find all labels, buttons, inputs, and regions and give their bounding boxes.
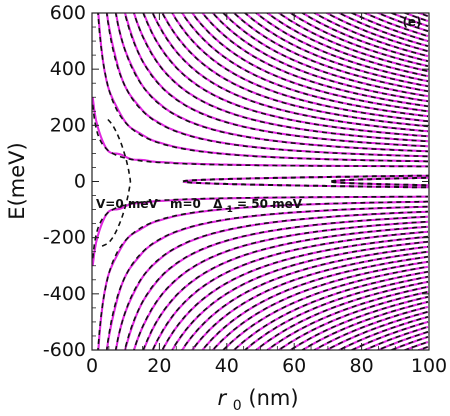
- axis-ticks: [91, 12, 430, 351]
- y-axis-title: E(meV): [5, 142, 29, 219]
- energy-level-dashed: [105, 205, 429, 350]
- energy-level-dashed: [376, 331, 429, 350]
- x-tick-label: 100: [411, 355, 447, 377]
- energy-level-dashed: [123, 13, 429, 148]
- energy-level-dashed: [151, 230, 429, 350]
- energy-level-dashed: [201, 255, 429, 350]
- y-tick-label: -400: [43, 283, 86, 305]
- energy-level-dashed: [337, 13, 429, 47]
- energy-level-dashed: [265, 13, 429, 78]
- y-tick-label: 600: [50, 2, 86, 24]
- y-tick-label: -200: [43, 227, 86, 249]
- energy-level-solid: [349, 13, 429, 43]
- energy-level-dashed: [181, 13, 429, 118]
- energy-level-dashed: [161, 13, 429, 128]
- energy-level-dashed: [97, 13, 428, 163]
- energy-level-dashed: [402, 13, 429, 22]
- energy-level-dashed: [201, 13, 429, 108]
- energy-level-solid: [349, 320, 429, 350]
- energy-level-dashed: [232, 13, 429, 93]
- energy-level-dashed: [171, 13, 429, 123]
- energy-level-dashed: [389, 13, 429, 27]
- low-r-arc: [101, 118, 132, 247]
- energy-level-dashed: [191, 13, 429, 113]
- energy-level-dashed: [337, 316, 429, 350]
- annotation-m: m=0: [170, 197, 201, 211]
- energy-level-dashed: [181, 245, 429, 350]
- plot-area: [92, 13, 429, 350]
- energy-level-dashed: [151, 13, 429, 133]
- energy-level-dashed: [402, 341, 429, 350]
- annotation-delta: Δ: [213, 197, 223, 211]
- energy-level-solid: [211, 13, 429, 103]
- energy-level-dashed: [300, 13, 429, 62]
- energy-level-dashed: [265, 285, 429, 350]
- energy-level-dashed: [376, 13, 429, 32]
- x-axis-unit: (nm): [248, 386, 298, 410]
- axis-tick-labels: 0 20 40 60 80 100 -600 -400 -200 0 200 400 600: [43, 2, 447, 377]
- energy-level-dashed: [389, 336, 429, 350]
- energy-level-dashed: [243, 275, 429, 350]
- energy-level-dashed: [362, 326, 429, 350]
- x-tick-label: 80: [350, 355, 374, 377]
- energy-level-dashed: [277, 13, 429, 72]
- energy-level-dashed: [300, 301, 429, 350]
- energy-level-dashed: [171, 240, 429, 350]
- energy-level-solid: [312, 13, 429, 58]
- energy-level-dashed: [142, 225, 429, 350]
- energy-level-solid: [312, 305, 429, 350]
- energy-level-dashed: [325, 311, 429, 350]
- energy-level-dashed: [288, 13, 429, 67]
- energy-level-dashed: [97, 200, 428, 350]
- energy-level-dashed: [362, 13, 429, 37]
- x-axis-symbol: r: [217, 386, 227, 410]
- energy-level-dashed: [161, 235, 429, 350]
- gap-edge-loop: [182, 174, 429, 189]
- energy-level-dashed: [254, 280, 429, 350]
- energy-level-dashed: [325, 13, 429, 52]
- energy-level-dashed: [254, 13, 429, 83]
- annotation-delta-subscript: 1: [227, 205, 233, 215]
- x-tick-label: 60: [282, 355, 306, 377]
- annotation-delta-value: = 50 meV: [237, 197, 303, 211]
- energy-level-dashed: [288, 296, 429, 350]
- energy-level-dashed: [277, 291, 429, 350]
- energy-level-dashed: [243, 13, 429, 88]
- x-axis-title: r 0 (nm): [217, 386, 298, 415]
- annotation-v: V=0 meV: [96, 197, 159, 211]
- energy-level-dashed: [232, 270, 429, 350]
- panel-label: (e): [402, 15, 421, 29]
- energy-level-dashed: [191, 250, 429, 350]
- energy-level-dashed: [142, 13, 429, 138]
- x-tick-label: 20: [147, 355, 171, 377]
- energy-level-dashed: [123, 215, 429, 350]
- parameter-annotation: V=0 meV m=0 Δ 1 = 50 meV: [96, 197, 303, 215]
- energy-level-dashed: [222, 265, 429, 350]
- y-tick-label: -600: [43, 339, 86, 361]
- energy-level-solid: [211, 260, 429, 350]
- y-tick-label: 0: [74, 171, 86, 193]
- energy-level-dashed: [133, 13, 429, 143]
- energy-level-dashed: [92, 195, 428, 259]
- x-tick-label: 40: [215, 355, 239, 377]
- y-tick-label: 200: [50, 114, 86, 136]
- gap-edge-loop: [331, 176, 429, 187]
- energy-level-dashed: [92, 104, 428, 168]
- x-axis-subscript: 0: [233, 398, 242, 414]
- energy-level-dashed: [133, 220, 429, 350]
- energy-level-dashed: [114, 13, 429, 153]
- y-tick-label: 400: [50, 58, 86, 80]
- energy-level-dashed: [222, 13, 429, 98]
- energy-level-dashed: [105, 13, 429, 158]
- x-tick-label: 0: [86, 355, 98, 377]
- energy-level-dashed: [114, 210, 429, 350]
